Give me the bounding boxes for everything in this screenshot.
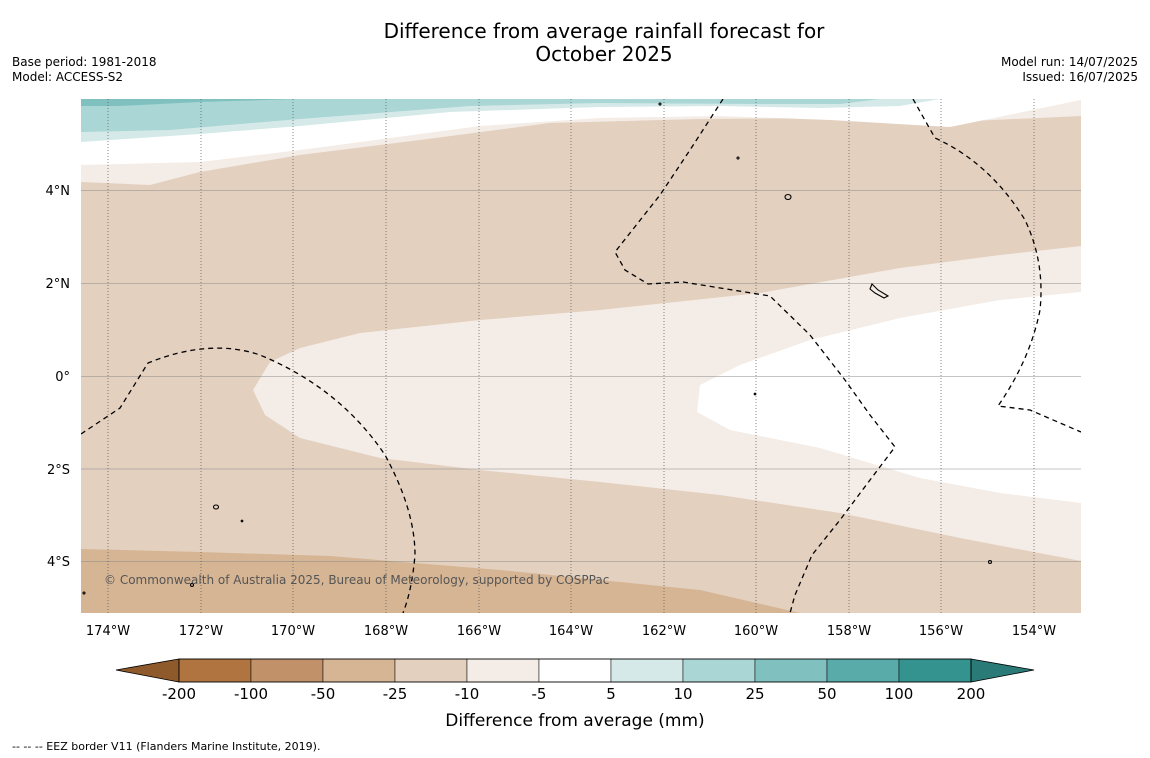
colorbar: -200 -100 -50 -25 -10 -5 5 10 25 50 100 200 Differe… — [115, 658, 1035, 731]
colorbar-tick-label: 10 — [673, 685, 692, 703]
model-text: Model: ACCESS-S2 — [12, 70, 124, 84]
lon-label: 160°W — [734, 624, 778, 639]
colorbar-tick-label: 5 — [606, 685, 616, 703]
lon-label: 164°W — [549, 624, 593, 639]
colorbar-tick-label: -5 — [532, 685, 547, 703]
colorbar-swatch — [610, 658, 684, 683]
longitude-labels: 174°W 172°W 170°W 168°W 166°W 164°W 162°… — [86, 624, 1056, 639]
colorbar-tick-labels: -200 -100 -50 -25 -10 -5 5 10 25 50 100 200 — [162, 685, 985, 703]
lat-label: 2°N — [46, 277, 71, 292]
lon-label: 156°W — [919, 624, 963, 639]
copyright-text: © Commonwealth of Australia 2025, Bureau… — [104, 573, 609, 587]
colorbar-tick-label: 100 — [885, 685, 914, 703]
lat-label: 4°S — [47, 555, 70, 570]
region-wet-light — [81, 99, 880, 132]
colorbar-swatch — [250, 658, 324, 683]
lon-label: 154°W — [1012, 624, 1056, 639]
colorbar-tick-label: -50 — [311, 685, 336, 703]
map-title: Difference from average rainfall forecas… — [0, 20, 1150, 66]
model-run-text: Model run: 14/07/2025 — [1000, 55, 1138, 69]
colorbar-swatch — [394, 658, 468, 683]
colorbar-extend-left — [115, 658, 180, 683]
info-left: Base period: 1981-2018 Model: ACCESS-S2 — [12, 55, 157, 85]
colorbar-swatch — [466, 658, 540, 683]
lon-label: 170°W — [271, 624, 315, 639]
info-right: Model run: 14/07/2025 Issued: 16/07/2025 — [1001, 55, 1138, 85]
colorbar-swatch — [178, 658, 252, 683]
colorbar-tick-label: 200 — [957, 685, 986, 703]
lat-label: 4°N — [46, 184, 71, 199]
colorbar-tick-label: -100 — [234, 685, 268, 703]
colorbar-swatch — [754, 658, 828, 683]
colorbar-outline — [178, 658, 972, 683]
lon-label: 158°W — [827, 624, 871, 639]
lon-label: 166°W — [457, 624, 501, 639]
colorbar-swatch — [826, 658, 900, 683]
lon-label: 162°W — [642, 624, 686, 639]
rainfall-anomaly-map: © Commonwealth of Australia 2025, Bureau… — [81, 99, 1081, 613]
colorbar-swatches — [178, 658, 972, 683]
issued-text: Issued: 16/07/2025 — [1022, 70, 1138, 84]
colorbar-swatch — [682, 658, 756, 683]
lat-label: 2°S — [47, 463, 70, 478]
colorbar-tick-label: 50 — [817, 685, 836, 703]
colorbar-extend-right — [970, 658, 1035, 683]
islands — [82, 102, 993, 595]
colorbar-tick-label: 25 — [745, 685, 764, 703]
colorbar-tick-label: -25 — [383, 685, 408, 703]
map-title-line-1: Difference from average rainfall forecas… — [383, 19, 825, 43]
lon-label: 168°W — [364, 624, 408, 639]
colorbar-tick-label: -200 — [162, 685, 196, 703]
region-dry-moderate — [81, 549, 800, 613]
eez-borders — [81, 99, 1081, 613]
lat-label: 0° — [55, 370, 70, 385]
latitude-labels: 4°N 2°N 0° 2°S 4°S — [46, 184, 71, 570]
colorbar-tick-label: -10 — [455, 685, 480, 703]
region-neutral-equatorial — [697, 292, 1081, 503]
region-wet-moderate — [81, 99, 300, 106]
base-period-text: Base period: 1981-2018 — [12, 55, 157, 69]
lon-label: 172°W — [179, 624, 223, 639]
eez-footnote: -- -- -- EEZ border V11 (Flanders Marine… — [12, 740, 321, 753]
map-title-line-2: October 2025 — [535, 42, 673, 66]
colorbar-swatch — [538, 658, 612, 683]
colorbar-swatch — [322, 658, 396, 683]
lon-label: 174°W — [86, 624, 130, 639]
colorbar-title: Difference from average (mm) — [445, 711, 704, 731]
latitude-gridlines — [81, 190, 1081, 562]
colorbar-swatch — [898, 658, 972, 683]
